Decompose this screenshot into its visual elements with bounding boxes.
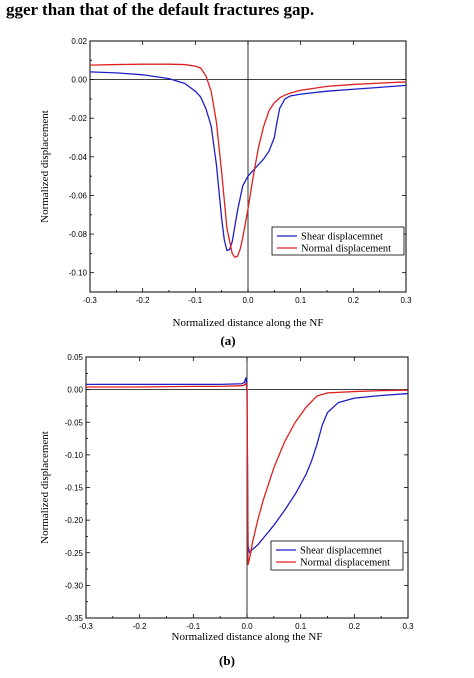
x-tick-label: 0.0 xyxy=(241,622,253,631)
y-tick-label: 0.02 xyxy=(71,37,87,46)
x-tick-label: -0.1 xyxy=(186,622,200,631)
x-tick-label: -0.2 xyxy=(136,296,150,305)
x-axis-title: Normalized distance along the NF xyxy=(173,317,324,329)
y-tick-label: -0.08 xyxy=(69,230,88,239)
y-tick-label: -0.04 xyxy=(69,153,88,162)
legend-label: Normal displacement xyxy=(300,558,390,569)
x-tick-label: 0.0 xyxy=(242,296,254,305)
x-tick-label: 0.3 xyxy=(400,296,412,305)
x-tick-label: 0.2 xyxy=(349,622,361,631)
y-tick-label: 0.00 xyxy=(71,76,87,85)
x-tick-label: -0.3 xyxy=(83,296,97,305)
y-tick-label: 0.05 xyxy=(67,353,83,362)
legend-box xyxy=(271,226,405,256)
y-tick-label: 0.00 xyxy=(67,386,83,395)
y-axis-title: Normalized displacement xyxy=(39,110,51,223)
y-tick-label: -0.30 xyxy=(65,581,84,590)
x-tick-label: -0.2 xyxy=(133,622,147,631)
y-tick-label: -0.10 xyxy=(69,269,88,278)
panel-label: (a) xyxy=(220,333,235,348)
x-tick-label: -0.1 xyxy=(188,296,202,305)
x-axis-title: Normalized distance along the NF xyxy=(172,631,323,643)
legend-box xyxy=(270,540,404,571)
series-line-normal xyxy=(86,382,409,566)
y-tick-label: -0.20 xyxy=(65,516,84,525)
chart-panel-b: -0.3 -0.2 -0.1 0.0 0.1 0.2 0.3 0.05 0.00 -0.05 -0.… xyxy=(39,353,414,668)
y-tick-label: -0.05 xyxy=(65,418,84,427)
header-text: gger than that of the default fractures … xyxy=(6,0,315,19)
x-tick-label: 0.1 xyxy=(295,622,307,631)
legend-label: Normal displacement xyxy=(301,244,391,255)
x-tick-label: -0.3 xyxy=(79,622,93,631)
series-line-shear xyxy=(86,377,409,554)
legend-label: Shear displacemnet xyxy=(301,232,383,243)
x-tick-label: 0.3 xyxy=(402,622,414,631)
y-axis-title: Normalized displacement xyxy=(39,431,51,544)
y-tick-label: -0.25 xyxy=(65,549,84,558)
series-line-shear xyxy=(89,71,407,252)
y-tick-label: -0.15 xyxy=(65,484,84,493)
panel-label: (b) xyxy=(219,653,235,668)
y-tick-label: -0.02 xyxy=(69,114,88,123)
legend-label: Shear displacemnet xyxy=(300,546,382,557)
y-tick-label: -0.06 xyxy=(69,191,88,200)
chart-panel-a: -0.3 -0.2 -0.1 0.0 0.1 0.2 0.3 0.02 0.00 -0.02 -0.… xyxy=(39,37,412,348)
x-tick-label: 0.1 xyxy=(295,296,307,305)
y-tick-label: -0.10 xyxy=(65,451,84,460)
y-tick-label: -0.35 xyxy=(65,614,84,623)
series-line-normal xyxy=(89,63,407,258)
x-tick-label: 0.2 xyxy=(348,296,360,305)
